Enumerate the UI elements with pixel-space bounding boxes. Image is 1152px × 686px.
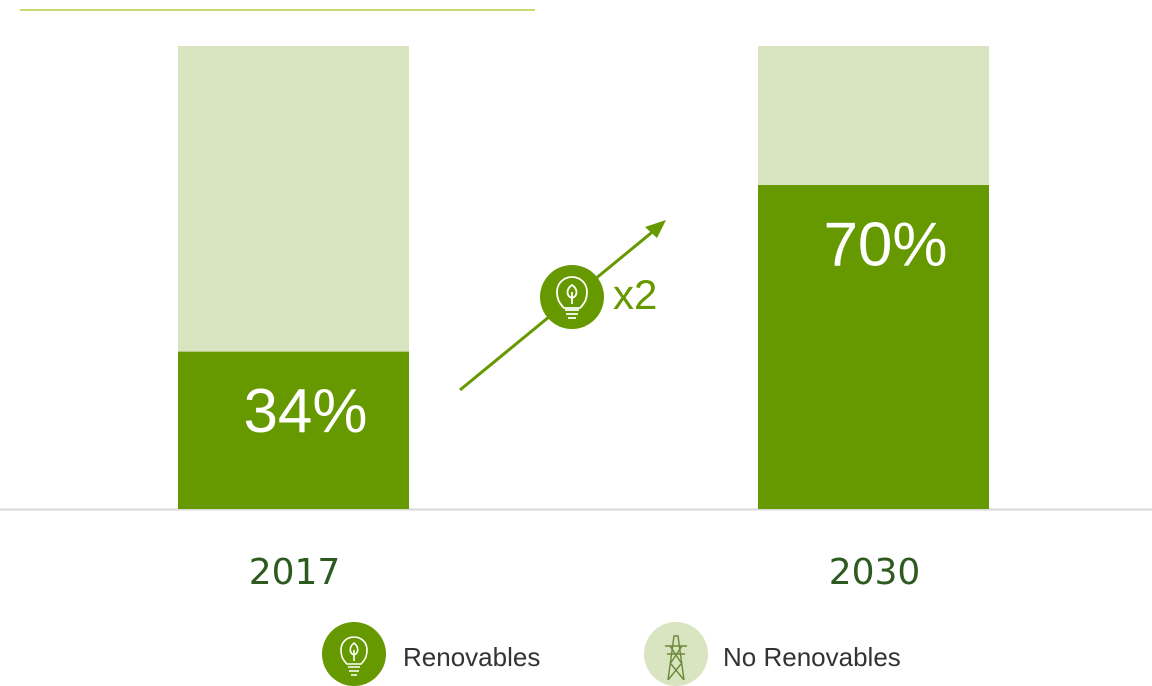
legend-label: No Renovables (723, 642, 901, 672)
legend: Renovables No Renovables (322, 622, 901, 686)
bar-segment (758, 46, 989, 185)
bar-segment (178, 46, 409, 352)
bar-segment (758, 184, 989, 509)
value-label: 34% (243, 377, 367, 446)
legend-icon (644, 622, 708, 686)
legend-label: Renovables (403, 642, 540, 672)
annotation: x2 (613, 271, 657, 318)
x-tick-label: 2017 (249, 552, 341, 593)
x-tick-label: 2030 (829, 552, 921, 593)
bulb-badge (540, 265, 604, 329)
legend-icon (322, 622, 386, 686)
bar-segment (178, 351, 409, 509)
value-label: 70% (823, 210, 947, 279)
